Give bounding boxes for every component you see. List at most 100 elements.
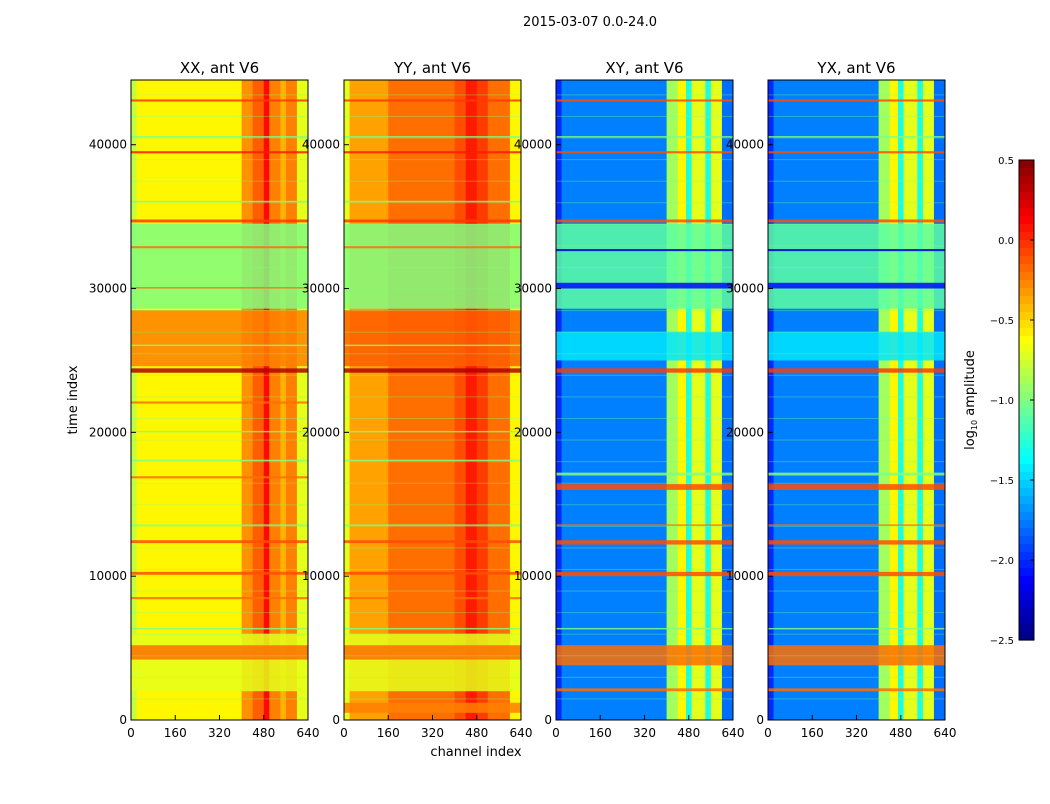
heatmap-stripe	[131, 439, 308, 441]
heatmap-time-band	[131, 627, 308, 630]
y-tick-label: 0	[119, 713, 127, 727]
y-tick-label: 10000	[726, 569, 764, 583]
heatmap-stripe	[131, 159, 308, 161]
y-tick-label: 10000	[302, 569, 340, 583]
heatmap-time-band	[768, 368, 945, 373]
heatmap-stripe	[344, 180, 521, 182]
heatmap-column-segment	[285, 80, 298, 720]
heatmap-column-segment	[768, 80, 775, 720]
colorbar-segment	[1019, 512, 1034, 521]
heatmap-time-band	[556, 540, 733, 545]
heatmap-time-band	[556, 688, 733, 692]
heatmap-stripe	[556, 461, 733, 463]
colorbar-segment	[1019, 272, 1034, 281]
colorbar-segment	[1019, 576, 1034, 585]
heatmap-stripe	[768, 482, 945, 484]
heatmap-time-band	[344, 368, 521, 373]
heatmap-stripe	[768, 353, 945, 355]
heatmap-stripe	[768, 504, 945, 506]
heatmap-stripe	[344, 439, 521, 441]
colorbar-segment	[1019, 176, 1034, 185]
heatmap-time-band	[768, 540, 945, 545]
heatmap-time-band	[768, 472, 945, 476]
heatmap-stripe	[556, 504, 733, 506]
heatmap-stripe	[556, 396, 733, 398]
heatmap-stripe	[556, 525, 733, 527]
colorbar-segment	[1019, 528, 1034, 537]
heatmap-time-band	[344, 223, 521, 309]
heatmap-time-band	[556, 248, 733, 252]
heatmap-column-segment	[136, 80, 243, 720]
heatmap-time-band	[344, 344, 521, 347]
heatmap-time-band	[344, 702, 521, 713]
colorbar-segment	[1019, 208, 1034, 217]
heatmap-stripe	[768, 633, 945, 635]
heatmap-time-band	[131, 430, 308, 433]
heatmap-column-segment	[454, 80, 467, 720]
x-tick-label: 320	[633, 726, 656, 740]
heatmap-column-segment	[131, 80, 138, 720]
heatmap-stripe	[131, 374, 308, 376]
heatmap-column-segment	[269, 80, 281, 720]
colorbar-segment	[1019, 568, 1034, 577]
heatmap-stripe	[768, 223, 945, 225]
x-tick-label: 480	[465, 726, 488, 740]
heatmap-time-band	[344, 136, 521, 138]
x-tick-label: 640	[297, 726, 320, 740]
colorbar-segment	[1019, 408, 1034, 417]
colorbar-segment	[1019, 544, 1034, 553]
heatmap-time-band	[768, 223, 945, 309]
colorbar-segment	[1019, 240, 1034, 249]
x-tick-label: 640	[722, 726, 745, 740]
heatmap-stripe	[344, 137, 521, 139]
heatmap-time-band	[556, 368, 733, 373]
heatmap-stripe	[556, 223, 733, 225]
heatmap-time-band	[131, 310, 308, 367]
y-tick-label: 30000	[302, 282, 340, 296]
heatmap-stripe	[556, 417, 733, 419]
colorbar-segment	[1019, 352, 1034, 361]
heatmap-stripe	[344, 159, 521, 161]
heatmap-stripe	[556, 245, 733, 247]
heatmap-time-band	[344, 99, 521, 102]
heatmap-stripe	[556, 633, 733, 635]
x-tick-label: 640	[934, 726, 957, 740]
heatmap-cells	[344, 80, 521, 720]
colorbar-segment	[1019, 168, 1034, 177]
colorbar-segment	[1019, 448, 1034, 457]
heatmap-column-segment	[556, 80, 563, 720]
colorbar-segment	[1019, 584, 1034, 593]
heatmap-cells	[768, 80, 945, 720]
colorbar-segment	[1019, 320, 1034, 329]
heatmap-stripe	[556, 439, 733, 441]
heatmap-time-band	[768, 688, 945, 692]
heatmap-time-band	[556, 645, 733, 666]
heatmap-stripe	[344, 310, 521, 312]
heatmap-stripe	[556, 159, 733, 161]
x-tick-label: 480	[889, 726, 912, 740]
heatmap-stripe	[768, 525, 945, 527]
heatmap-panel-2: XY, ant V6 0 160 320 480 640 0 10000 20000 30000 4…	[514, 59, 745, 740]
heatmap-stripe	[344, 331, 521, 333]
y-tick-label: 40000	[302, 138, 340, 152]
heatmap-stripe	[131, 590, 308, 592]
heatmap-stripe	[768, 288, 945, 290]
heatmap-stripe	[344, 568, 521, 570]
heatmap-stripe	[768, 180, 945, 182]
heatmap-time-band	[556, 331, 733, 361]
heatmap-stripe	[344, 396, 521, 398]
heatmap-stripe	[131, 525, 308, 527]
y-tick-label: 10000	[514, 569, 552, 583]
heatmap-time-band	[131, 476, 308, 479]
heatmap-time-band	[556, 627, 733, 630]
heatmap-stripe	[768, 396, 945, 398]
colorbar-segment	[1019, 200, 1034, 209]
heatmap-time-band	[131, 200, 308, 203]
heatmap-stripe	[768, 698, 945, 700]
colorbar: 0.5 0.0 −0.5 −1.0 −1.5 −2.0 −2.5	[990, 156, 1035, 647]
colorbar-segment	[1019, 160, 1034, 169]
heatmap-stripe	[344, 417, 521, 419]
colorbar-tick-label: −1.5	[990, 476, 1014, 487]
heatmap-time-band	[131, 571, 308, 575]
